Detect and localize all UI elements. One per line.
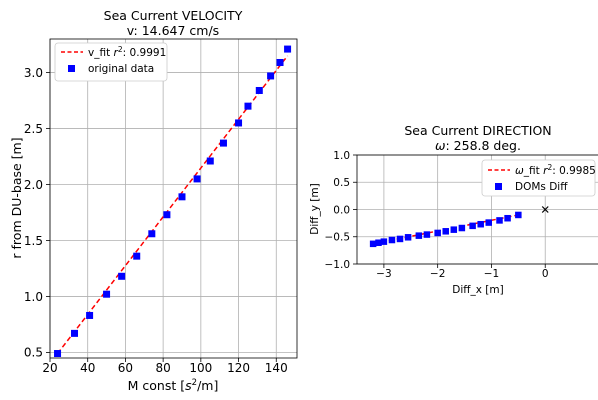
velocity-data-point <box>206 157 214 165</box>
velocity-y-axis-label: r from DU-base [m] <box>9 137 24 258</box>
velocity-x-tick-label: 40 <box>80 361 95 375</box>
direction-legend-box <box>481 159 596 197</box>
velocity-y-tick-label: 0.5 <box>24 346 43 360</box>
direction-y-tick-label: 0.5 <box>333 177 350 189</box>
velocity-data-point <box>284 45 292 53</box>
velocity-fit-layer <box>56 55 289 354</box>
velocity-data-point <box>244 102 252 110</box>
direction-chart: Sea Current DIRECTION ω: 258.8 deg. −3 −2… <box>309 123 598 296</box>
velocity-data-point <box>193 175 201 183</box>
direction-y-tick-label: −0.5 <box>325 232 351 244</box>
direction-x-ticks: −3 −2 −1 0 <box>376 264 549 280</box>
direction-x-tick-label: 0 <box>542 268 549 280</box>
direction-data-point <box>442 228 449 235</box>
direction-data-point <box>396 235 404 243</box>
velocity-grid <box>49 39 297 358</box>
velocity-y-tick-label: 1.5 <box>24 234 43 248</box>
direction-data-point <box>477 220 484 228</box>
velocity-data-point <box>219 139 227 147</box>
velocity-data-point <box>133 252 141 260</box>
velocity-data-point <box>148 230 156 238</box>
direction-data-point <box>423 231 431 238</box>
direction-x-axis-label: Diff_x [m] <box>452 284 503 296</box>
direction-data-point <box>404 234 412 241</box>
velocity-data-point <box>71 329 79 337</box>
direction-y-tick-label: −1.0 <box>325 259 351 271</box>
velocity-data-point <box>178 193 186 201</box>
direction-y-tick-label: 0.0 <box>333 204 350 216</box>
velocity-data-point <box>118 272 126 280</box>
velocity-points-layer <box>54 45 292 358</box>
velocity-data-point <box>255 86 263 94</box>
velocity-fit-line <box>56 55 289 354</box>
direction-data-point <box>496 217 503 224</box>
velocity-data-point <box>276 59 284 67</box>
velocity-x-ticks: 20 40 60 80 100 120 140 <box>42 358 288 375</box>
direction-data-point <box>515 211 522 219</box>
velocity-plot-frame <box>49 38 298 359</box>
direction-data-point <box>469 222 476 230</box>
direction-x-tick-label: −2 <box>430 268 445 280</box>
direction-points-layer <box>369 206 549 248</box>
origin-x-marker <box>541 206 549 213</box>
velocity-legend: v_fit r2: 0.9991 original data <box>54 42 168 82</box>
velocity-y-tick-label: 3.0 <box>24 66 43 80</box>
velocity-y-tick-label: 2.0 <box>24 178 43 192</box>
velocity-x-tick-label: 100 <box>189 361 212 375</box>
velocity-y-tick-label: 2.5 <box>24 122 43 136</box>
velocity-data-point <box>235 119 243 127</box>
direction-data-point <box>504 214 511 222</box>
direction-data-point <box>458 224 466 232</box>
direction-data-point <box>380 238 388 245</box>
direction-data-point <box>450 226 458 233</box>
velocity-data-point <box>163 211 171 219</box>
velocity-chart-title: Sea Current VELOCITY <box>104 8 243 23</box>
velocity-x-tick-label: 120 <box>227 361 250 375</box>
velocity-y-tick-label: 1.0 <box>24 290 43 304</box>
direction-legend-data-swatch <box>495 183 502 190</box>
velocity-legend-fit-label: v_fit r2: 0.9991 <box>88 45 166 59</box>
direction-y-axis-label: Diff_y [m] <box>309 183 321 234</box>
velocity-y-ticks: 0.5 1.0 1.5 2.0 2.5 3.0 <box>24 66 50 360</box>
direction-data-point <box>415 232 423 239</box>
direction-data-point <box>375 239 382 246</box>
direction-y-tick-label: 1.0 <box>333 150 350 162</box>
direction-data-point <box>369 240 377 248</box>
velocity-x-axis-label: M const [s2/m] <box>128 378 219 393</box>
velocity-data-point <box>54 350 62 358</box>
direction-data-point <box>434 229 441 237</box>
velocity-data-point <box>267 72 275 80</box>
direction-data-point <box>485 219 493 226</box>
velocity-chart-subtitle: v: 14.647 cm/s <box>127 23 219 38</box>
velocity-x-tick-label: 20 <box>42 361 57 375</box>
velocity-subtitle-text: v: 14.647 cm/s <box>127 23 219 38</box>
direction-legend-data-label: DOMs Diff <box>515 181 568 193</box>
velocity-x-tick-label: 60 <box>118 361 133 375</box>
velocity-legend-data-swatch <box>68 65 75 72</box>
direction-legend-fit-label: ω_fit r2: 0.9985 <box>515 163 596 177</box>
direction-chart-subtitle: ω: 258.8 deg. <box>435 138 521 153</box>
direction-y-ticks: −1.0 −0.5 0.0 0.5 1.0 <box>325 150 357 271</box>
velocity-x-tick-label: 80 <box>155 361 170 375</box>
direction-data-point <box>388 236 396 244</box>
direction-x-tick-label: −1 <box>484 268 499 280</box>
direction-chart-title: Sea Current DIRECTION <box>404 123 551 138</box>
velocity-chart: Sea Current VELOCITY v: 14.647 cm/s 20 40… <box>9 8 298 393</box>
direction-legend: ω_fit r2: 0.9985 DOMs Diff <box>481 159 596 197</box>
velocity-data-point <box>86 311 94 319</box>
velocity-x-tick-label: 140 <box>265 361 288 375</box>
velocity-data-point <box>103 290 111 298</box>
velocity-legend-data-label: original data <box>88 63 154 75</box>
direction-x-tick-label: −3 <box>376 268 391 280</box>
